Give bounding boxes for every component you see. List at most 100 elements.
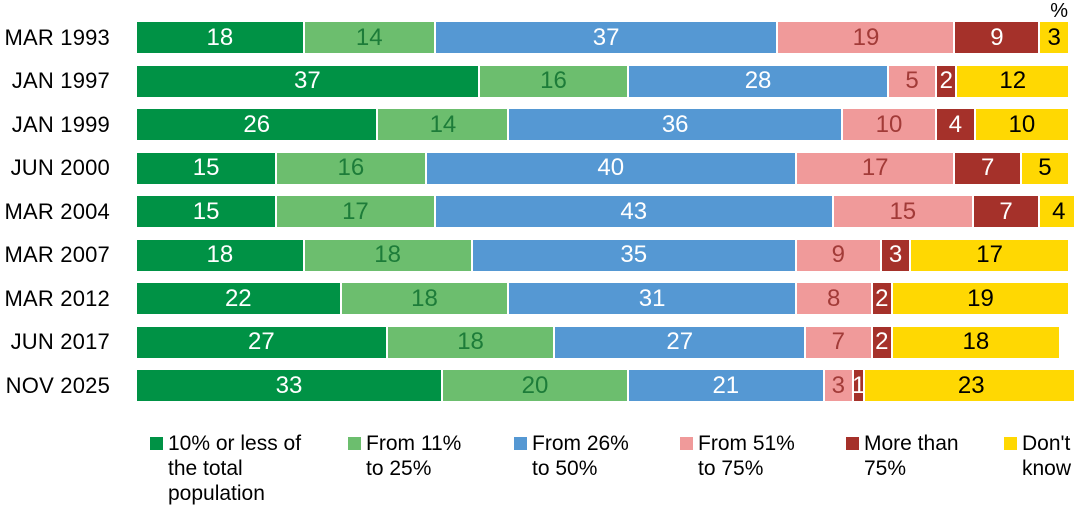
bar-segment: 17 — [796, 152, 954, 184]
chart-row: MAR 1993 18 14 37 19 9 3 — [0, 22, 1074, 53]
bar-segment: 4 — [1040, 196, 1074, 227]
row-label: JAN 1997 — [11, 68, 110, 93]
bar-segment: 8 — [796, 283, 871, 314]
stacked-bar: 33 20 21 3 1 23 — [137, 370, 1074, 401]
bar-segment: 40 — [426, 152, 795, 184]
stacked-bar: 26 14 36 10 4 10 — [137, 109, 1068, 140]
legend-item: From 11% to 25% — [348, 431, 482, 481]
legend-swatch-icon — [514, 437, 527, 450]
chart-row: JAN 1999 26 14 36 10 4 10 — [0, 109, 1074, 140]
legend: 10% or less of the total population From … — [150, 431, 1074, 506]
bar-segment: 5 — [1021, 152, 1068, 184]
bar-segment: 35 — [472, 239, 795, 271]
legend-item: From 26% to 50% — [514, 431, 648, 481]
chart-row: JUN 2017 27 18 27 7 2 18 — [0, 326, 1074, 358]
bar-segment: 19 — [892, 283, 1068, 314]
row-label: JUN 2017 — [10, 329, 110, 354]
bar-segment: 5 — [889, 65, 936, 97]
row-label: MAR 2012 — [4, 285, 110, 311]
bar-segment: 21 — [629, 370, 823, 401]
row-label: MAR 2007 — [4, 242, 110, 267]
stacked-bar: 37 16 28 5 2 12 — [137, 65, 1068, 97]
bar-segment: 27 — [555, 326, 805, 358]
bar-segment: 16 — [277, 152, 425, 184]
row-label: MAR 2004 — [4, 198, 110, 224]
bar-segment: 36 — [509, 109, 841, 140]
chart-row: JUN 2000 15 16 40 17 7 5 — [0, 152, 1074, 184]
bar-segment: 2 — [937, 65, 956, 97]
bar-segment: 4 — [937, 109, 974, 140]
bar-segment: 3 — [1040, 22, 1068, 53]
legend-label: From 51% to 75% — [698, 432, 795, 480]
bar-segment: 22 — [137, 283, 340, 314]
bar-segment: 7 — [973, 196, 1039, 227]
bar-segment: 31 — [509, 283, 795, 314]
bar-segment: 17 — [277, 196, 434, 227]
bar-segment: 3 — [881, 239, 910, 271]
legend-item: Don't know — [1004, 431, 1074, 481]
legend-swatch-icon — [150, 437, 163, 450]
stacked-bar: 15 16 40 17 7 5 — [137, 152, 1068, 184]
legend-item: More than 75% — [846, 431, 972, 481]
stacked-bar: 18 14 37 19 9 3 — [137, 22, 1068, 53]
axis-unit-label: % — [1050, 0, 1068, 22]
chart-row: MAR 2004 15 17 43 15 7 4 — [0, 196, 1074, 227]
stacked-bar: 15 17 43 15 7 4 — [137, 196, 1074, 227]
bar-segment: 10 — [842, 109, 936, 140]
bar-segment: 16 — [479, 65, 628, 97]
legend-label: From 26% to 50% — [532, 432, 629, 480]
bar-segment: 15 — [137, 152, 276, 184]
bar-segment: 26 — [137, 109, 377, 140]
bar-segment: 19 — [778, 22, 954, 53]
bar-segment: 3 — [824, 370, 853, 401]
legend-swatch-icon — [680, 437, 693, 450]
bar-segment: 33 — [137, 370, 441, 401]
row-label: MAR 1993 — [4, 24, 110, 50]
legend-swatch-icon — [846, 437, 859, 450]
bar-segment: 28 — [629, 65, 887, 97]
bar-segment: 14 — [304, 22, 434, 53]
bar-segment: 23 — [865, 370, 1074, 401]
bar-segment: 15 — [137, 196, 276, 227]
legend-label: From 11% to 25% — [366, 432, 462, 480]
legend-label: Don't know — [1022, 432, 1072, 480]
bar-segment: 7 — [955, 152, 1020, 184]
bar-segment: 10 — [975, 109, 1068, 140]
bar-segment: 43 — [435, 196, 832, 227]
row-label: JUN 2000 — [10, 155, 110, 180]
stacked-bar: 22 18 31 8 2 19 — [137, 283, 1068, 314]
row-label: NOV 2025 — [5, 372, 110, 398]
chart-row: MAR 2007 18 18 35 9 3 17 — [0, 239, 1074, 271]
bar-segment: 20 — [442, 370, 628, 401]
bar-segment: 37 — [137, 65, 478, 97]
bar-segment: 7 — [806, 326, 871, 358]
bar-segment: 2 — [872, 326, 891, 358]
stacked-bar: 27 18 27 7 2 18 — [137, 326, 1059, 358]
bar-segment: 27 — [137, 326, 386, 358]
bar-segment: 12 — [957, 65, 1068, 97]
bars-area: MAR 1993 18 14 37 19 9 3 JAN 1997 37 16 28 5 2 12 JAN … — [0, 22, 1074, 401]
legend-label: More than 75% — [864, 432, 959, 480]
stacked-bar: 18 18 35 9 3 17 — [137, 239, 1068, 271]
chart-row: NOV 2025 33 20 21 3 1 23 — [0, 370, 1074, 401]
bar-segment: 17 — [911, 239, 1068, 271]
legend-swatch-icon — [348, 437, 361, 450]
bar-segment: 14 — [378, 109, 508, 140]
legend-label: 10% or less of the total population — [168, 432, 302, 505]
bar-segment: 15 — [833, 196, 972, 227]
chart-row: MAR 2012 22 18 31 8 2 19 — [0, 283, 1074, 314]
chart-row: JAN 1997 37 16 28 5 2 12 — [0, 65, 1074, 97]
bar-segment: 37 — [435, 22, 777, 53]
bar-segment: 9 — [955, 22, 1039, 53]
bar-segment: 1 — [852, 370, 865, 401]
legend-item: 10% or less of the total population — [150, 431, 316, 506]
bar-segment: 9 — [796, 239, 880, 271]
bar-segment: 18 — [137, 22, 303, 53]
bar-segment: 18 — [304, 239, 471, 271]
bar-segment: 18 — [387, 326, 554, 358]
bar-segment: 18 — [892, 326, 1059, 358]
bar-segment: 18 — [341, 283, 508, 314]
legend-item: From 51% to 75% — [680, 431, 814, 481]
row-label: JAN 1999 — [11, 111, 110, 137]
